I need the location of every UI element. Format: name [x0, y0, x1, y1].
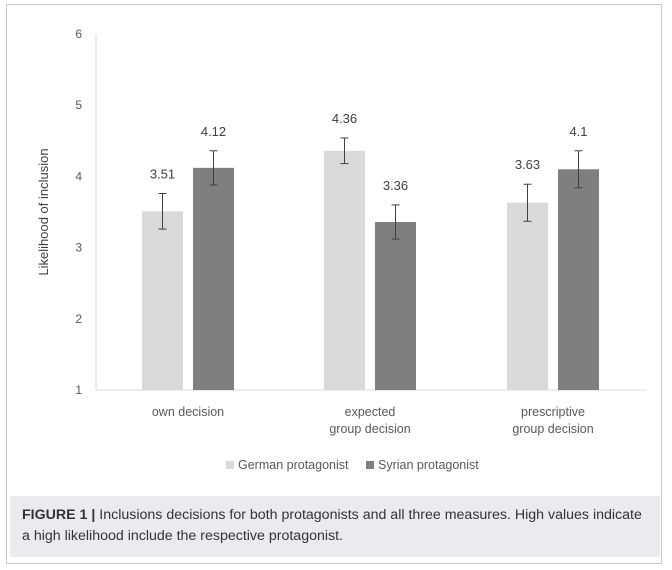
- legend-item: Syrian protagonist: [366, 458, 479, 472]
- legend: German protagonist Syrian protagonist: [226, 458, 479, 472]
- legend-swatch: [366, 461, 374, 469]
- y-axis-label: Likelihood of inclusion: [36, 148, 51, 275]
- caption-text: Inclusions decisions for both protagonis…: [22, 507, 642, 544]
- data-label: 3.51: [150, 166, 175, 181]
- bar: [324, 150, 365, 390]
- y-tick-label: 5: [75, 98, 82, 112]
- caption-label: FIGURE 1 |: [22, 507, 96, 523]
- bar: [375, 221, 416, 390]
- error-bar: [340, 137, 349, 165]
- category-label: prescriptive group decision: [512, 405, 593, 436]
- data-label: 3.36: [383, 178, 408, 193]
- error-bar: [158, 192, 167, 230]
- category-label: own decision: [152, 405, 224, 419]
- data-label: 4.36: [332, 111, 357, 126]
- bar: [507, 202, 548, 390]
- data-label: 4.1: [569, 124, 587, 139]
- y-tick-label: 2: [75, 312, 82, 326]
- y-tick-label: 3: [75, 241, 82, 255]
- bar: [193, 167, 234, 390]
- error-bar: [209, 150, 218, 186]
- category-labels: own decision expected group decision prescr…: [152, 405, 594, 436]
- legend-item: German protagonist: [226, 458, 349, 472]
- data-label: 4.12: [201, 124, 226, 139]
- category-label: expected group decision: [329, 405, 410, 436]
- error-bar: [523, 183, 532, 222]
- y-tick-label: 1: [75, 383, 82, 397]
- y-tick-label: 6: [75, 27, 82, 41]
- bars: 3.51 4.36 3.63 4.12 3.36 4.1: [142, 111, 599, 390]
- error-bar: [574, 150, 583, 189]
- legend-label: German protagonist: [238, 458, 349, 472]
- error-bar: [391, 204, 400, 240]
- data-label: 3.63: [515, 157, 540, 172]
- legend-label: Syrian protagonist: [378, 458, 479, 472]
- legend-swatch: [226, 461, 234, 469]
- y-tick-label: 4: [75, 169, 82, 183]
- figure-caption: FIGURE 1 | Inclusions decisions for both…: [10, 496, 660, 557]
- bar: [558, 169, 599, 390]
- y-axis: 1 2 3 4 5 6: [75, 27, 646, 397]
- bar-chart: 1 2 3 4 5 6 3.51 4.36 3.63 4.12 3.36 4.1 own decis…: [36, 27, 646, 472]
- bar: [142, 211, 183, 390]
